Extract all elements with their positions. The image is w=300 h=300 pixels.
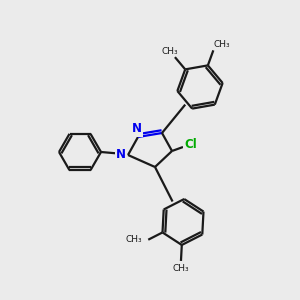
Text: CH₃: CH₃ <box>172 264 189 273</box>
Text: CH₃: CH₃ <box>213 40 230 49</box>
Text: CH₃: CH₃ <box>126 235 142 244</box>
Text: N: N <box>116 148 126 160</box>
Text: CH₃: CH₃ <box>162 46 178 56</box>
Text: Cl: Cl <box>184 139 197 152</box>
Text: N: N <box>132 122 142 136</box>
